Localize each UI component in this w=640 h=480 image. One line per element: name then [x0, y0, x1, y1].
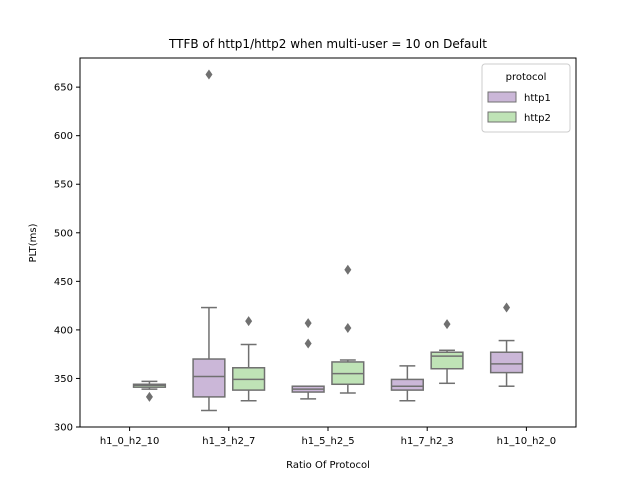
legend-label-http1: http1	[524, 93, 551, 104]
outlier-point	[304, 338, 312, 349]
box-http2-h1_3_h2_7	[232, 316, 266, 402]
x-tick-label: h1_10_h2_0	[497, 436, 557, 447]
x-axis: h1_0_h2_10 h1_3_h2_7 h1_5_h2_5 h1_7_h2_3 h1_…	[100, 427, 556, 447]
outlier-point	[304, 318, 312, 329]
outlier-point	[145, 391, 153, 402]
box-http2-h1_7_h2_3	[430, 319, 464, 385]
legend-title: protocol	[506, 72, 547, 83]
x-tick-label: h1_7_h2_3	[401, 436, 454, 447]
legend-swatch-http2	[487, 111, 517, 123]
box-http1-h1_3_h2_7	[192, 69, 226, 412]
y-tick-label: 650	[54, 83, 73, 94]
outlier-point	[344, 322, 352, 333]
x-axis-label: Ratio Of Protocol	[286, 460, 370, 471]
y-tick-label: 350	[54, 374, 73, 385]
box-iqr	[489, 351, 524, 374]
box-http1-h1_10_h2_0	[489, 302, 524, 387]
legend-swatch-http1	[487, 91, 517, 103]
outlier-point	[205, 69, 213, 80]
outlier-point	[245, 316, 253, 327]
legend: protocol http1 http2	[481, 63, 571, 133]
box-iqr	[430, 351, 464, 370]
y-axis-label: PLT(ms)	[28, 223, 39, 262]
plot-area	[132, 69, 524, 412]
box-http1-h1_5_h2_5	[291, 318, 325, 400]
y-tick-label: 300	[54, 423, 73, 434]
outlier-point	[503, 302, 511, 313]
box-iqr	[390, 378, 424, 391]
box-iqr	[192, 358, 226, 398]
box-http2-h1_0_h2_10	[132, 380, 167, 402]
y-tick-label: 550	[54, 180, 73, 191]
outlier-point	[344, 264, 352, 275]
y-tick-label: 400	[54, 325, 73, 336]
y-tick-label: 500	[54, 228, 73, 239]
y-axis: 300 350 400 450 500 550 600 650	[54, 83, 80, 434]
chart-title: TTFB of http1/http2 when multi-user = 10…	[168, 37, 487, 51]
outlier-point	[443, 319, 451, 330]
x-tick-label: h1_0_h2_10	[100, 436, 160, 447]
box-http2-h1_5_h2_5	[331, 264, 365, 394]
x-tick-label: h1_5_h2_5	[301, 436, 354, 447]
box-http1-h1_7_h2_3	[390, 365, 424, 402]
y-tick-label: 450	[54, 277, 73, 288]
legend-label-http2: http2	[524, 113, 551, 124]
y-tick-label: 600	[54, 131, 73, 142]
x-tick-label: h1_3_h2_7	[202, 436, 255, 447]
